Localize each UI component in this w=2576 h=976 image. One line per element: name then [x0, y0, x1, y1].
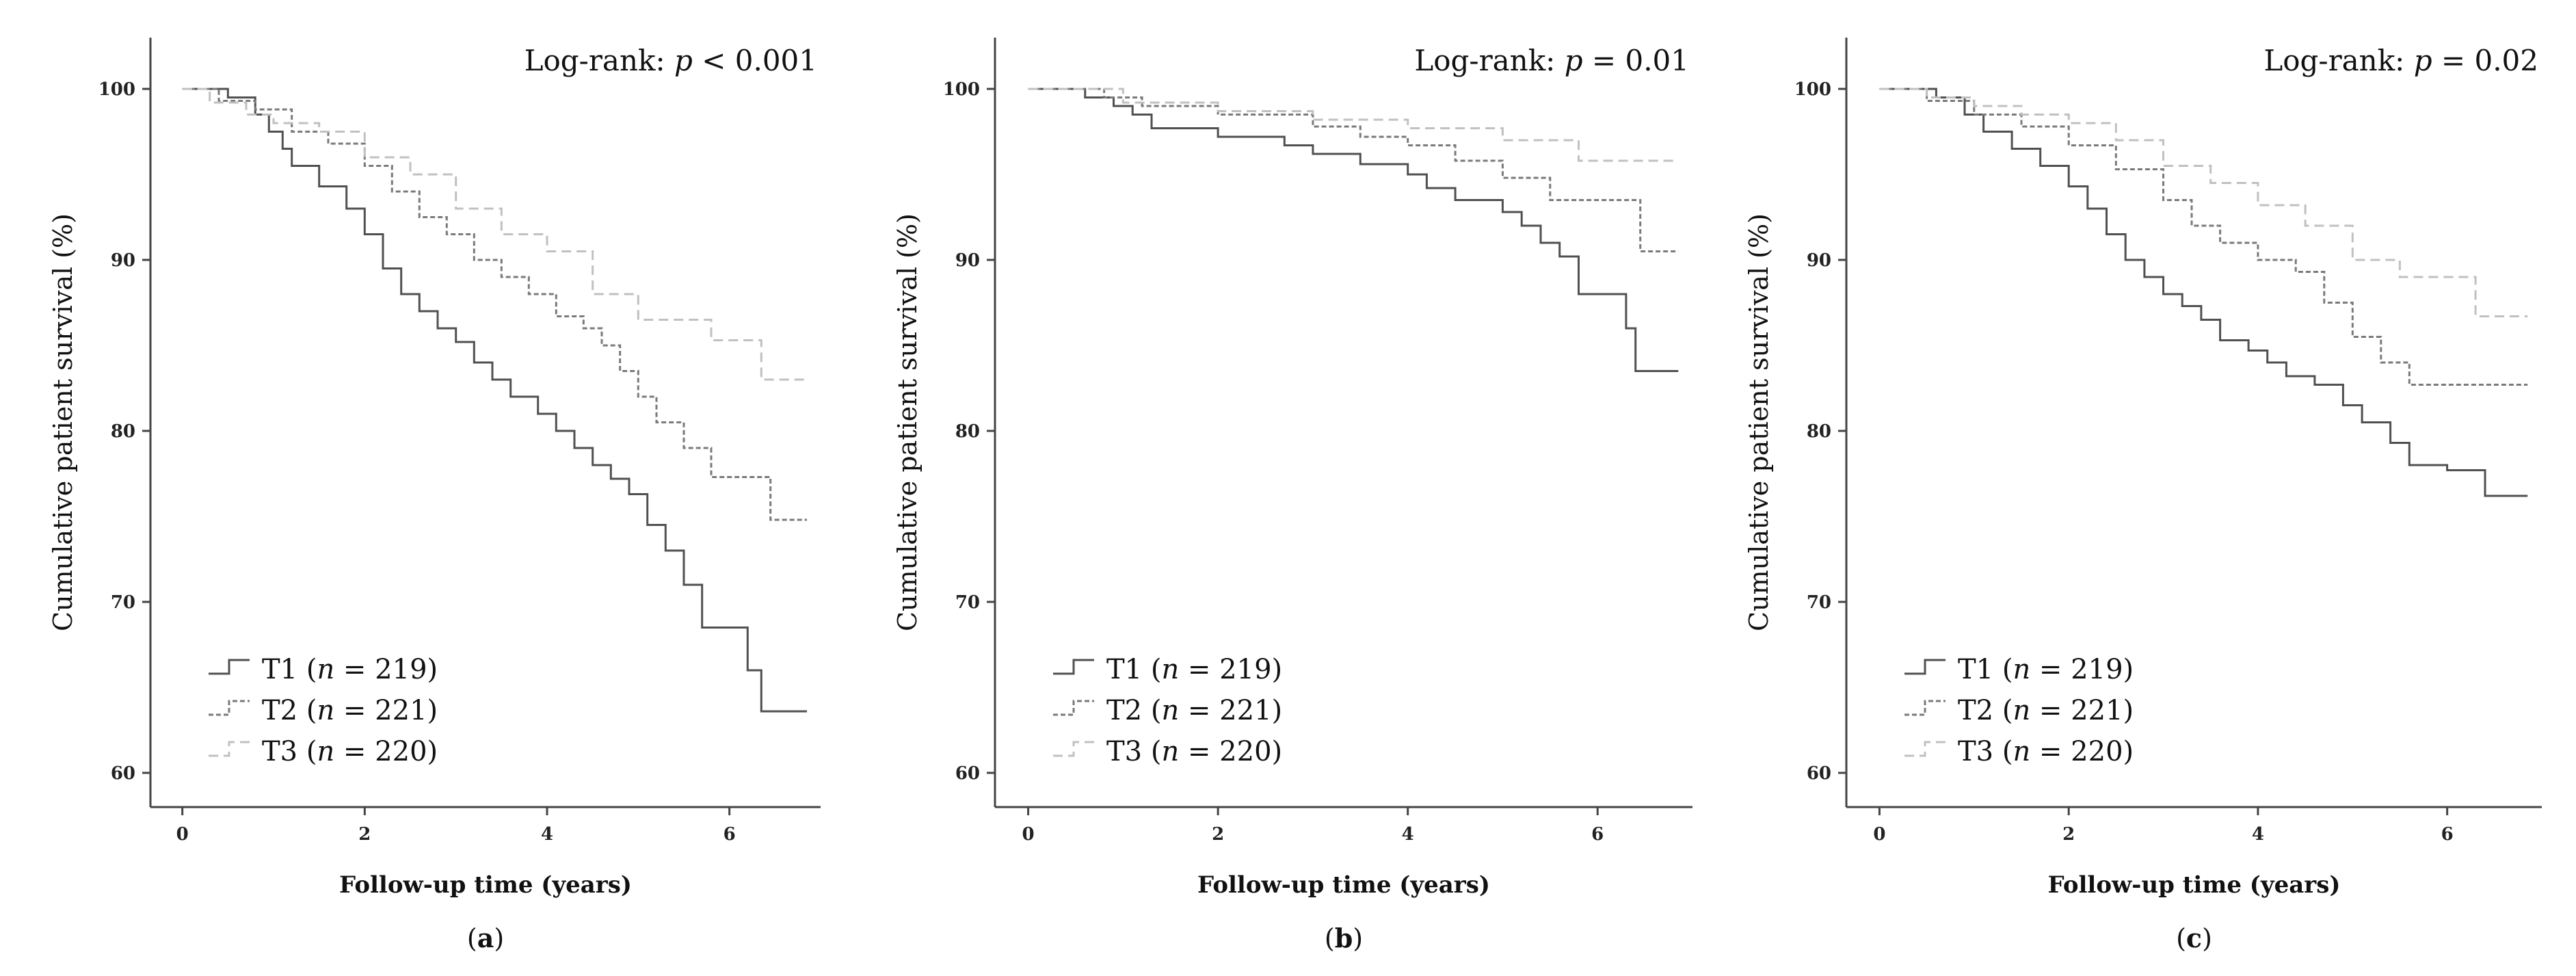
x-tick-label: 0 [1022, 824, 1035, 845]
panel-caption: (b) [1325, 923, 1363, 953]
legend-label-t2: T2 (n = 221) [1958, 695, 2134, 726]
legend-label-t1: T1 (n = 219) [1106, 654, 1282, 685]
series-t1-line [182, 88, 807, 713]
legend-label-t3: T3 (n = 220) [1958, 736, 2134, 767]
panel-a: 60 70 80 90 100 0 2 4 6 Follow-up time (years) Cum… [48, 38, 821, 953]
y-tick-label: 70 [955, 592, 980, 613]
legend-marker-t2 [1053, 700, 1094, 716]
x-tick-label: 2 [1212, 824, 1224, 845]
series-t1-line [1879, 88, 2528, 497]
series-t3-line [182, 88, 807, 381]
panel-caption: (a) [467, 923, 504, 953]
y-axis-title: Cumulative patient survival (%) [892, 213, 922, 631]
legend-marker-t1 [1904, 659, 1946, 675]
y-tick-label: 80 [111, 421, 135, 442]
y-tick-label: 60 [1807, 763, 1831, 784]
x-tick-label: 6 [1591, 824, 1604, 845]
y-tick-label: 90 [1807, 250, 1831, 271]
x-tick-label: 2 [2062, 824, 2075, 845]
x-tick-label: 0 [176, 824, 189, 845]
legend-label-t1: T1 (n = 219) [262, 654, 438, 685]
y-tick-label: 100 [943, 79, 980, 100]
legend-marker-t3 [1053, 741, 1094, 757]
panel-b: 60 70 80 90 100 0 2 4 6 Follow-up time (years) Cum… [892, 38, 1692, 953]
y-tick-label: 60 [955, 763, 980, 784]
series-t2-line [1028, 88, 1679, 252]
series-t1-line [1028, 88, 1679, 372]
y-axis-title: Cumulative patient survival (%) [48, 213, 78, 631]
x-tick-label: 4 [541, 824, 553, 845]
x-tick-label: 0 [1873, 824, 1885, 845]
log-rank-annotation: Log-rank: p = 0.01 [1414, 44, 1689, 77]
legend-label-t3: T3 (n = 220) [1106, 736, 1282, 767]
y-tick-label: 70 [1807, 592, 1831, 613]
legend-label-t2: T2 (n = 221) [262, 695, 438, 726]
legend-marker-t2 [1904, 700, 1946, 716]
x-tick-label: 2 [358, 824, 371, 845]
x-tick-label: 6 [2441, 824, 2454, 845]
y-tick-label: 80 [1807, 421, 1831, 442]
legend-marker-t3 [209, 741, 250, 757]
x-axis-title: Follow-up time (years) [339, 871, 632, 899]
log-rank-annotation: Log-rank: p < 0.001 [525, 44, 817, 77]
x-tick-label: 4 [2252, 824, 2264, 845]
x-axis-title: Follow-up time (years) [1197, 871, 1490, 899]
panel-c: 60 70 80 90 100 0 2 4 6 Follow-up time (years) Cum… [1744, 38, 2542, 953]
y-tick-label: 70 [111, 592, 135, 613]
log-rank-annotation: Log-rank: p = 0.02 [2263, 44, 2538, 77]
series-t2-line [1879, 88, 2528, 386]
y-axis-title: Cumulative patient survival (%) [1744, 213, 1774, 631]
legend-label-t3: T3 (n = 220) [262, 736, 438, 767]
series-t3-line [1028, 88, 1679, 162]
legend-label-t1: T1 (n = 219) [1958, 654, 2134, 685]
y-tick-label: 100 [98, 79, 135, 100]
legend-marker-t2 [209, 700, 250, 716]
y-tick-label: 90 [955, 250, 980, 271]
legend-marker-t1 [1053, 659, 1094, 675]
x-tick-label: 4 [1402, 824, 1414, 845]
y-tick-label: 100 [1794, 79, 1831, 100]
x-axis-title: Follow-up time (years) [2048, 871, 2341, 899]
series-t3-line [1879, 88, 2528, 317]
y-tick-label: 90 [111, 250, 135, 271]
y-tick-label: 80 [955, 421, 980, 442]
legend-marker-t3 [1904, 741, 1946, 757]
legend-label-t2: T2 (n = 221) [1106, 695, 1282, 726]
series-t2-line [182, 88, 807, 521]
legend-marker-t1 [209, 659, 250, 675]
x-tick-label: 6 [723, 824, 736, 845]
panel-caption: (c) [2176, 923, 2212, 953]
y-tick-label: 60 [111, 763, 135, 784]
